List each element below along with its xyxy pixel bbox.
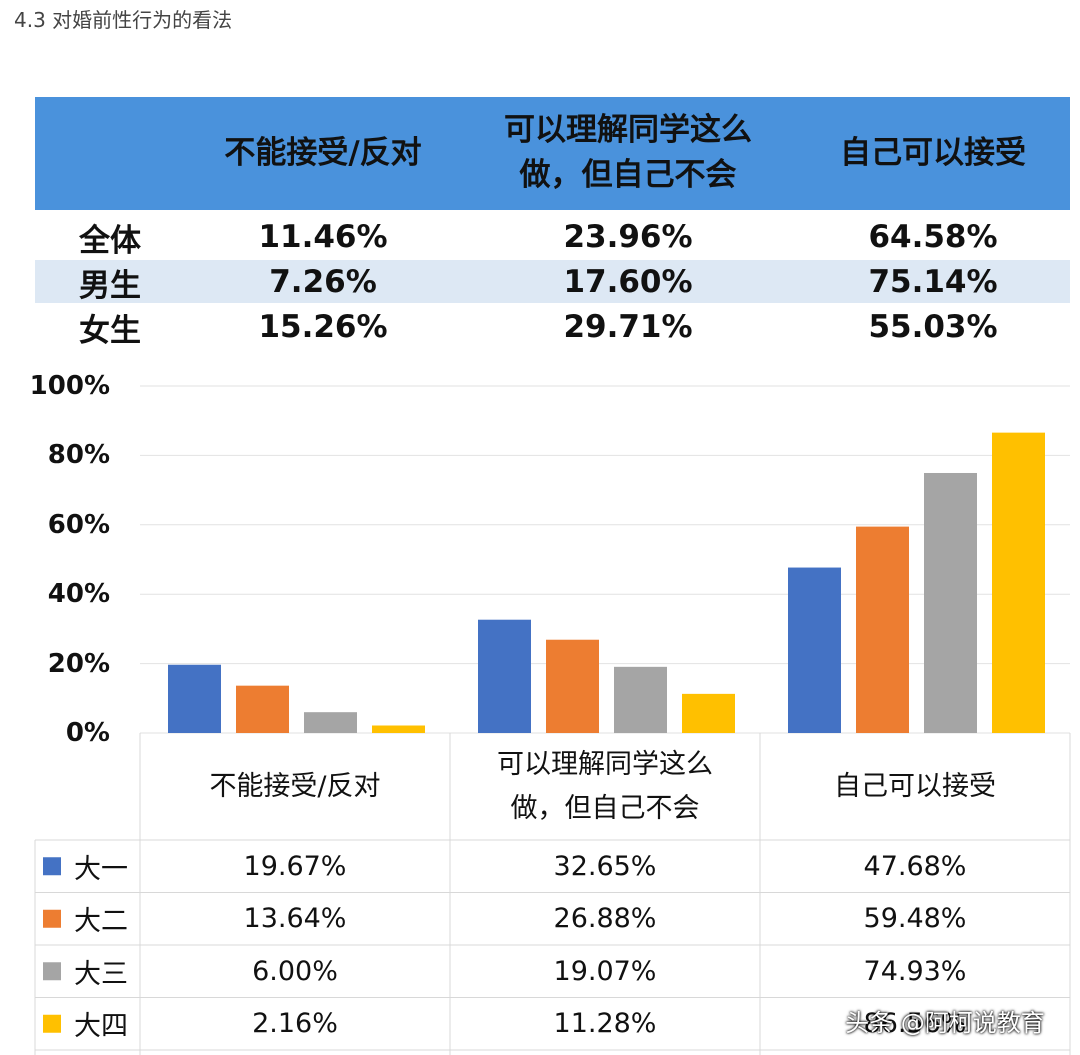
top-cell: 29.71% xyxy=(563,309,693,345)
value-label: 32.65% xyxy=(553,850,657,882)
x-category-label: 可以理解同学这么做，但自己不会 xyxy=(497,749,713,824)
top-cell: 17.60% xyxy=(563,264,693,300)
y-tick-label: 60% xyxy=(47,509,110,540)
top-table-header xyxy=(35,97,1070,210)
top-cell: 23.96% xyxy=(563,219,693,255)
legend-swatch xyxy=(43,962,61,981)
value-label: 47.68% xyxy=(863,850,967,882)
value-label: 26.88% xyxy=(553,903,657,935)
y-tick-label: 40% xyxy=(47,579,110,610)
legend-label: 大三 xyxy=(74,958,128,990)
x-category-label: 不能接受/反对 xyxy=(209,770,381,802)
legend-label: 大四 xyxy=(74,1011,128,1043)
y-tick-label: 100% xyxy=(29,371,110,401)
bar xyxy=(546,639,599,733)
value-label: 11.28% xyxy=(553,1008,657,1040)
top-row-label: 全体 xyxy=(79,222,141,259)
legend-swatch xyxy=(43,1014,61,1033)
bar xyxy=(236,685,289,733)
value-label: 19.67% xyxy=(243,850,347,882)
heading: 4.3 对婚前性行为的看法 xyxy=(14,7,233,32)
top-cell: 64.58% xyxy=(868,219,998,255)
bar xyxy=(372,725,425,733)
value-label: 13.64% xyxy=(243,903,347,935)
bar xyxy=(788,567,841,733)
bar xyxy=(856,526,909,733)
value-label: 2.16% xyxy=(252,1008,338,1040)
bar xyxy=(614,666,667,733)
top-cell: 55.03% xyxy=(868,309,998,345)
legend-label: 大一 xyxy=(74,853,128,885)
legend-swatch xyxy=(43,909,61,928)
watermark: 头条 @阿柯说教育 xyxy=(845,1008,1045,1037)
bar xyxy=(168,664,221,733)
value-label: 74.93% xyxy=(863,955,967,987)
value-label: 6.00% xyxy=(252,955,338,987)
bar xyxy=(304,712,357,733)
bar xyxy=(478,619,531,733)
legend-swatch xyxy=(43,857,61,876)
x-category-label: 自己可以接受 xyxy=(834,770,996,802)
y-tick-label: 0% xyxy=(65,718,110,748)
top-column-header: 不能接受/反对 xyxy=(224,134,422,171)
value-label: 19.07% xyxy=(553,955,657,987)
top-cell: 7.26% xyxy=(269,264,377,300)
top-column-header: 自己可以接受 xyxy=(840,134,1026,171)
y-tick-label: 80% xyxy=(47,440,110,471)
y-tick-label: 20% xyxy=(47,648,110,679)
top-cell: 15.26% xyxy=(258,309,388,345)
bar xyxy=(992,432,1045,733)
bar xyxy=(924,472,977,733)
top-row-label: 女生 xyxy=(79,312,141,349)
value-label: 59.48% xyxy=(863,903,967,935)
top-row-label: 男生 xyxy=(79,267,141,304)
top-table-stripe xyxy=(35,260,1070,303)
legend-label: 大二 xyxy=(74,906,128,938)
value-label: 86.56% xyxy=(863,1008,967,1040)
top-cell: 11.46% xyxy=(258,219,388,255)
top-column-header: 可以理解同学这么做，但自己不会 xyxy=(504,112,752,193)
bar xyxy=(682,693,735,733)
top-cell: 75.14% xyxy=(868,264,998,300)
